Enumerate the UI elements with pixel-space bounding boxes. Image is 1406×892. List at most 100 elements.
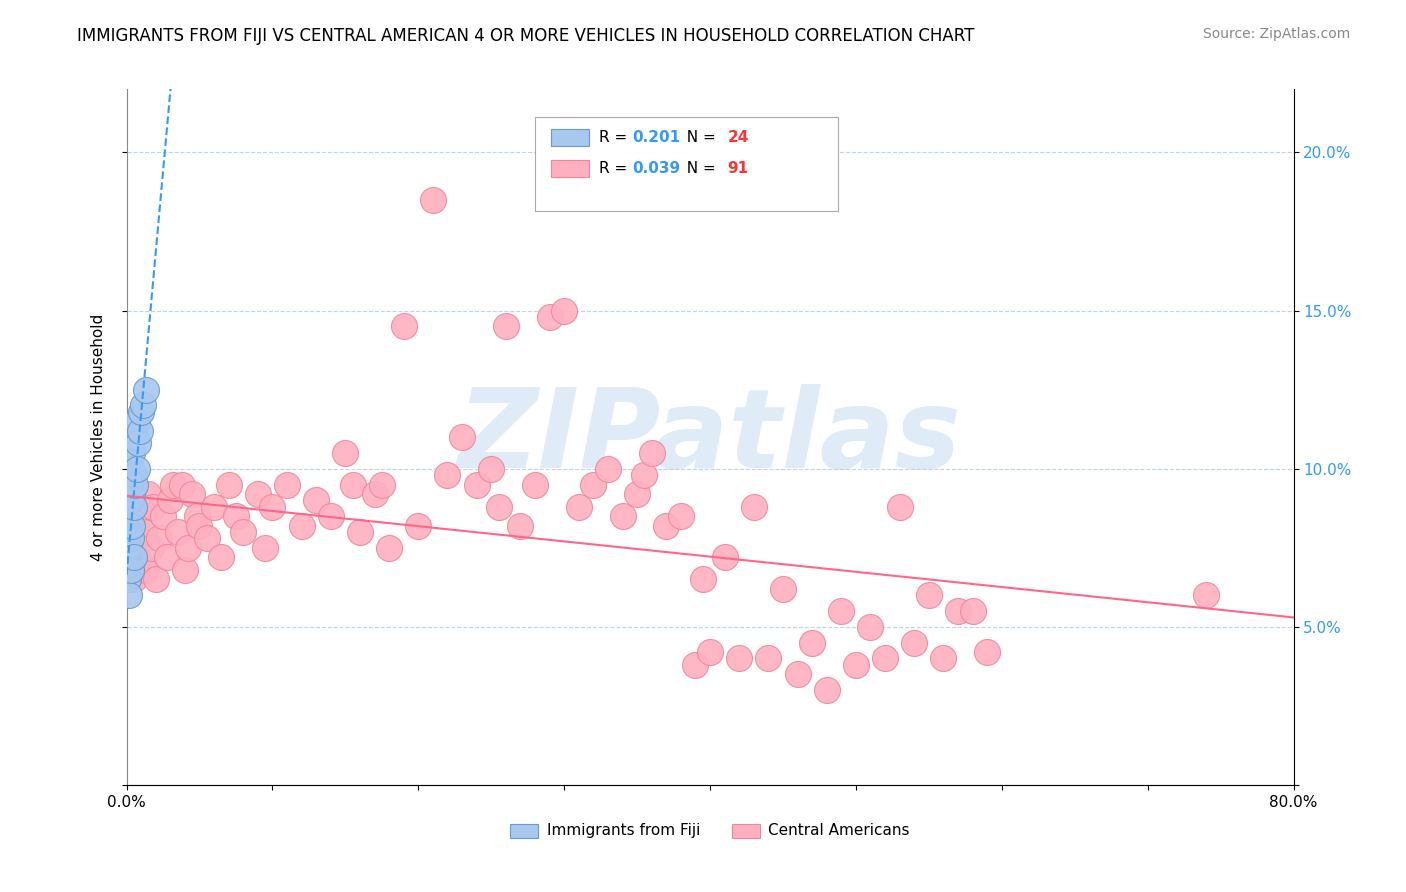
Point [186, 509, 208, 524]
Point [254, 541, 277, 555]
Point [209, 550, 232, 565]
Point [120, 563, 142, 577]
Point [129, 557, 152, 571]
Point [181, 487, 204, 501]
Point [728, 651, 751, 665]
Point [669, 509, 692, 524]
Point [538, 310, 561, 324]
Point [122, 500, 145, 514]
Point [125, 414, 148, 428]
Point [633, 468, 655, 483]
Point [262, 500, 284, 514]
Point [174, 563, 197, 577]
Point [225, 509, 247, 524]
Point [392, 319, 415, 334]
Text: 0.201: 0.201 [631, 129, 681, 145]
Point [479, 461, 502, 475]
Point [859, 620, 882, 634]
Point [524, 477, 547, 491]
Point [378, 541, 401, 555]
Point [118, 541, 141, 555]
FancyBboxPatch shape [551, 161, 589, 177]
Point [128, 509, 150, 524]
Point [918, 588, 941, 602]
Point [342, 477, 364, 491]
Point [118, 588, 141, 602]
Text: Immigrants from Fiji: Immigrants from Fiji [547, 823, 700, 838]
Point [742, 500, 765, 514]
Text: IMMIGRANTS FROM FIJI VS CENTRAL AMERICAN 4 OR MORE VEHICLES IN HOUSEHOLD CORRELA: IMMIGRANTS FROM FIJI VS CENTRAL AMERICAN… [77, 27, 974, 45]
Point [142, 500, 165, 514]
Point [553, 303, 575, 318]
Point [246, 487, 269, 501]
Point [626, 487, 648, 501]
Point [319, 509, 342, 524]
Point [349, 524, 371, 539]
Point [699, 645, 721, 659]
Point [124, 493, 146, 508]
Point [125, 550, 148, 565]
Point [156, 550, 179, 565]
Point [815, 683, 838, 698]
FancyBboxPatch shape [510, 824, 538, 838]
Point [120, 563, 142, 577]
Text: 0.039: 0.039 [631, 161, 681, 176]
Point [122, 550, 145, 565]
Point [451, 430, 474, 444]
Text: Central Americans: Central Americans [768, 823, 910, 838]
Text: Source: ZipAtlas.com: Source: ZipAtlas.com [1202, 27, 1350, 41]
Point [125, 461, 148, 475]
Point [202, 500, 225, 514]
Point [946, 604, 969, 618]
Point [188, 518, 211, 533]
Point [371, 477, 394, 491]
Point [177, 541, 200, 555]
Point [830, 604, 852, 618]
Point [932, 651, 955, 665]
Point [129, 405, 152, 419]
Point [232, 524, 254, 539]
Point [124, 430, 146, 444]
Point [903, 635, 925, 649]
Point [121, 518, 143, 533]
Point [122, 573, 145, 587]
Point [127, 531, 149, 545]
Y-axis label: 4 or more Vehicles in Household: 4 or more Vehicles in Household [91, 313, 105, 561]
Point [756, 651, 779, 665]
Point [845, 657, 868, 672]
Point [335, 446, 357, 460]
Point [889, 500, 911, 514]
Point [363, 487, 385, 501]
Point [685, 657, 707, 672]
Point [145, 573, 167, 587]
Point [875, 651, 897, 665]
Point [120, 493, 142, 508]
Text: N =: N = [678, 129, 721, 145]
Point [962, 604, 984, 618]
Point [801, 635, 824, 649]
Point [134, 383, 156, 397]
Point [121, 446, 143, 460]
Point [436, 468, 458, 483]
Point [141, 541, 163, 555]
Point [408, 518, 430, 533]
Point [121, 518, 143, 533]
Text: 91: 91 [727, 161, 748, 176]
Point [124, 477, 146, 491]
Point [568, 500, 591, 514]
Point [118, 541, 141, 555]
Text: R =: R = [599, 161, 633, 176]
Point [772, 582, 794, 596]
Point [195, 531, 218, 545]
Point [166, 524, 188, 539]
Point [127, 436, 149, 450]
Point [159, 493, 181, 508]
FancyBboxPatch shape [534, 117, 838, 211]
Point [422, 193, 444, 207]
Point [655, 518, 678, 533]
Point [465, 477, 488, 491]
Point [131, 399, 153, 413]
Point [640, 446, 664, 460]
Text: 24: 24 [727, 129, 749, 145]
Point [128, 424, 150, 438]
